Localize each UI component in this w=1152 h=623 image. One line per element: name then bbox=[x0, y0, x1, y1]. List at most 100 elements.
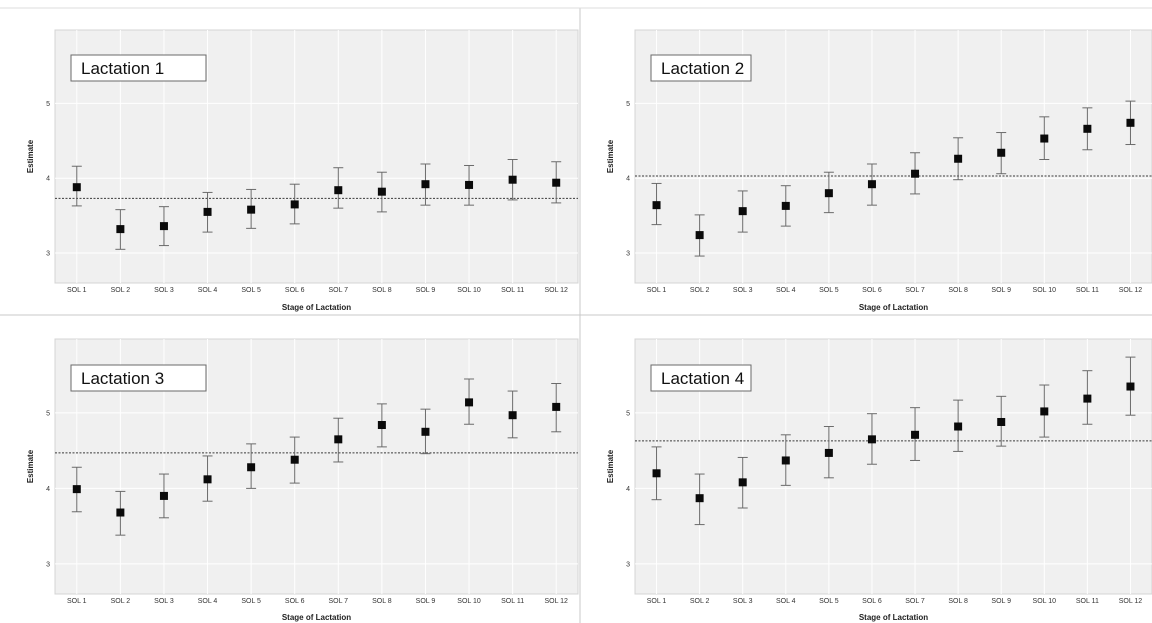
data-point-marker bbox=[954, 422, 963, 431]
data-point-group bbox=[464, 378, 475, 425]
y-tick-label: 4 bbox=[626, 486, 630, 493]
chart-panel-lactation-2: 3 4 5 SOL 1 SOL 2 SOL 3 SOL 4 SOL 5 SOL 6 SOL 7 SO… bbox=[606, 29, 1152, 312]
data-point-marker bbox=[377, 187, 386, 196]
data-point-marker bbox=[997, 148, 1006, 157]
data-point-marker bbox=[911, 430, 920, 439]
data-point-group bbox=[823, 426, 834, 479]
x-tick-label: SOL 4 bbox=[776, 598, 796, 605]
x-tick-label: SOL 5 bbox=[241, 287, 261, 294]
data-point-group bbox=[694, 214, 705, 257]
data-point-group bbox=[71, 466, 82, 513]
data-point-marker bbox=[203, 475, 212, 484]
data-point-group bbox=[71, 165, 82, 207]
data-point-group bbox=[507, 390, 518, 439]
chart-panel-lactation-4: 3 4 5 SOL 1 SOL 2 SOL 3 SOL 4 SOL 5 SOL 6 SOL 7 SO… bbox=[606, 338, 1152, 622]
data-point-marker bbox=[247, 463, 256, 472]
data-point-marker bbox=[738, 207, 747, 216]
data-point-group bbox=[737, 190, 748, 233]
y-tick-label: 5 bbox=[626, 410, 630, 417]
x-tick-label: SOL 3 bbox=[733, 287, 753, 294]
data-point-group bbox=[333, 417, 344, 463]
data-point-group bbox=[333, 167, 344, 209]
data-point-marker bbox=[508, 411, 517, 420]
data-point-group bbox=[823, 171, 834, 214]
data-point-group bbox=[910, 152, 921, 195]
data-point-group bbox=[996, 395, 1007, 447]
data-point-group bbox=[289, 436, 300, 484]
data-point-marker bbox=[1126, 118, 1135, 127]
x-tick-label: SOL 12 bbox=[1119, 287, 1143, 294]
x-tick-label: SOL 6 bbox=[862, 598, 882, 605]
data-point-group bbox=[1039, 116, 1050, 160]
data-point-group bbox=[420, 163, 431, 206]
x-tick-label: SOL 8 bbox=[372, 598, 392, 605]
data-point-marker bbox=[738, 478, 747, 487]
data-point-marker bbox=[465, 398, 474, 407]
y-tick-label: 4 bbox=[46, 486, 50, 493]
data-point-group bbox=[464, 164, 475, 206]
x-tick-label: SOL 1 bbox=[647, 598, 667, 605]
data-point-group bbox=[996, 132, 1007, 175]
data-point-group bbox=[866, 413, 877, 465]
data-point-marker bbox=[203, 207, 212, 216]
data-point-marker bbox=[508, 175, 517, 184]
y-axis-title: Estimate bbox=[26, 139, 35, 173]
x-tick-label: SOL 10 bbox=[457, 287, 481, 294]
data-point-group bbox=[289, 183, 300, 225]
data-point-group bbox=[1125, 100, 1136, 146]
data-point-marker bbox=[954, 154, 963, 163]
chart-title-box bbox=[650, 54, 752, 82]
data-point-group bbox=[651, 182, 662, 226]
x-tick-label: SOL 5 bbox=[241, 598, 261, 605]
x-tick-label: SOL 10 bbox=[457, 598, 481, 605]
data-point-group bbox=[1039, 384, 1050, 438]
data-point-group bbox=[158, 206, 169, 247]
data-point-marker bbox=[781, 201, 790, 210]
y-tick-label: 4 bbox=[46, 176, 50, 183]
data-point-group bbox=[376, 403, 387, 448]
y-tick-label: 3 bbox=[46, 251, 50, 258]
chart-panel-lactation-1: 3 4 5 SOL 1 SOL 2 SOL 3 SOL 4 SOL 5 SOL 6 SOL 7 SO… bbox=[26, 29, 579, 312]
data-point-marker bbox=[1083, 124, 1092, 133]
x-tick-label: SOL 2 bbox=[690, 598, 710, 605]
data-point-group bbox=[202, 191, 213, 233]
data-point-marker bbox=[334, 186, 343, 195]
data-point-marker bbox=[911, 169, 920, 178]
data-point-marker bbox=[552, 402, 561, 411]
data-point-marker bbox=[1126, 382, 1135, 391]
x-tick-label: SOL 6 bbox=[285, 598, 305, 605]
data-point-marker bbox=[290, 200, 299, 209]
x-tick-label: SOL 8 bbox=[948, 598, 968, 605]
data-point-marker bbox=[652, 469, 661, 478]
x-tick-label: SOL 8 bbox=[948, 287, 968, 294]
y-axis-title: Estimate bbox=[26, 449, 35, 483]
x-tick-label: SOL 6 bbox=[862, 287, 882, 294]
data-point-group bbox=[246, 188, 257, 229]
data-point-marker bbox=[72, 485, 81, 494]
x-tick-label: SOL 7 bbox=[328, 287, 348, 294]
chart-title-box bbox=[650, 364, 752, 392]
data-point-marker bbox=[247, 205, 256, 214]
data-point-group bbox=[780, 434, 791, 486]
x-axis-title: Stage of Lactation bbox=[859, 303, 928, 312]
data-point-marker bbox=[116, 225, 125, 234]
chart-title-box bbox=[70, 54, 207, 82]
data-point-marker bbox=[465, 180, 474, 189]
data-point-group bbox=[115, 490, 126, 536]
x-tick-label: SOL 5 bbox=[819, 287, 839, 294]
y-axis-title: Estimate bbox=[606, 139, 615, 173]
data-point-group bbox=[551, 383, 562, 433]
x-tick-label: SOL 12 bbox=[1119, 598, 1143, 605]
data-point-marker bbox=[824, 189, 833, 198]
data-point-marker bbox=[867, 435, 876, 444]
x-tick-label: SOL 4 bbox=[198, 287, 218, 294]
x-tick-label: SOL 1 bbox=[647, 287, 667, 294]
data-point-group bbox=[1082, 370, 1093, 425]
chart-title: Lactation 2 bbox=[661, 59, 744, 78]
data-point-marker bbox=[552, 178, 561, 187]
data-point-marker bbox=[1040, 134, 1049, 143]
data-point-marker bbox=[695, 494, 704, 503]
data-point-group bbox=[866, 163, 877, 206]
data-point-marker bbox=[290, 455, 299, 464]
data-point-marker bbox=[159, 222, 168, 231]
